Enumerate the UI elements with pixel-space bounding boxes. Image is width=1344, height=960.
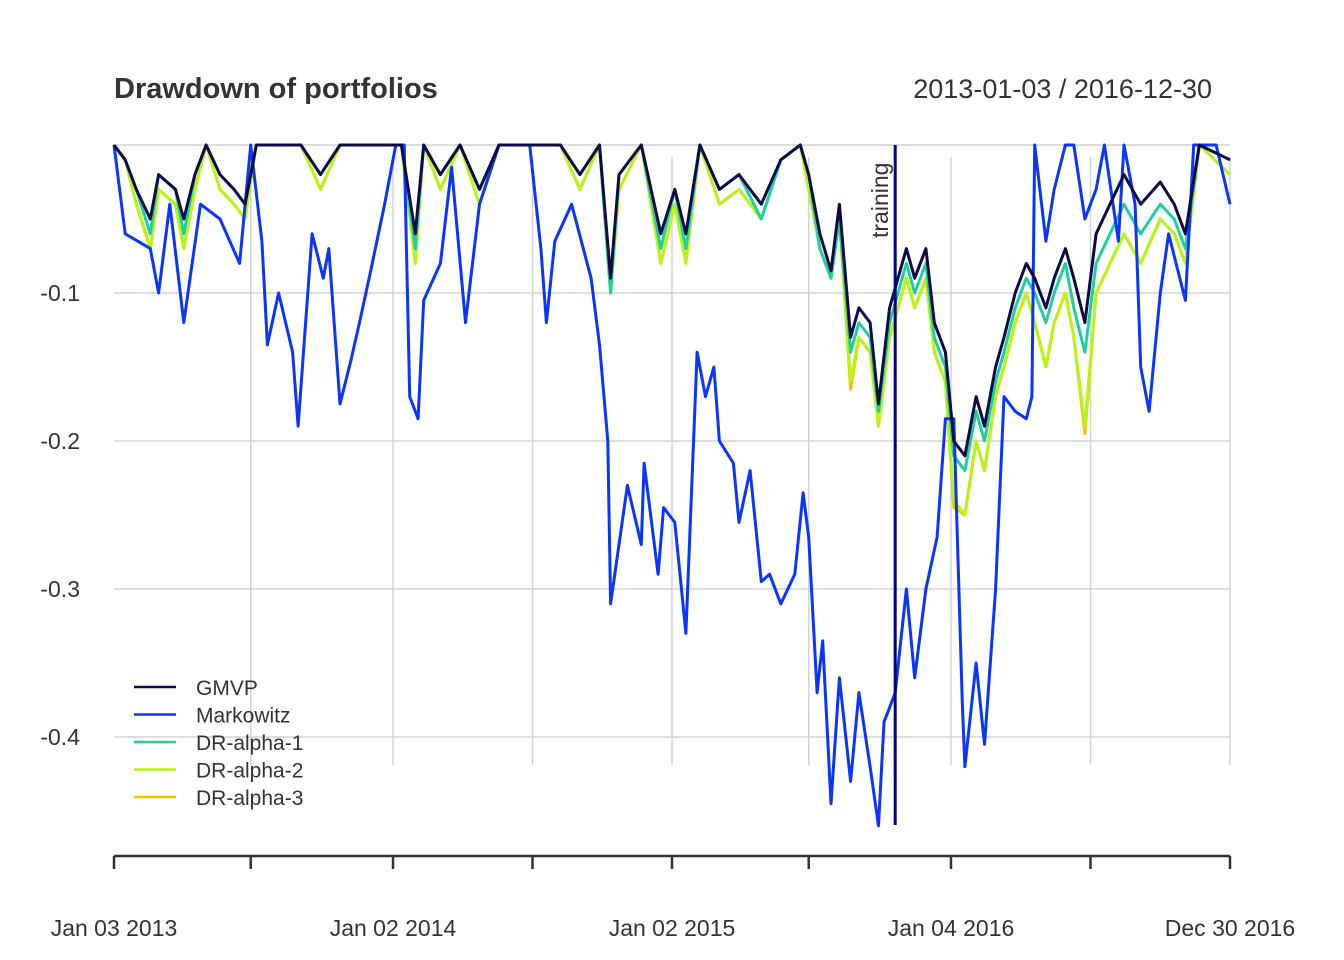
series-line-gmvp [112,143,1231,458]
series-line-markowitz [112,143,1232,828]
chart-title: Drawdown of portfolios [114,73,438,105]
date-range: 2013-01-03 / 2016-12-30 [913,74,1212,104]
legend-label: DR-alpha-1 [196,732,303,755]
training-annotation: training [867,145,897,825]
y-tick-label: -0.4 [40,724,80,750]
x-tick-label: Jan 02 2015 [609,915,736,941]
legend-label: DR-alpha-2 [196,760,303,783]
legend-label: Markowitz [196,705,291,728]
training-label: training [867,163,893,238]
y-tick-label: -0.1 [40,280,80,306]
legend-label: DR-alpha-3 [196,787,303,810]
legend: GMVP Markowitz DR-alpha-1 DR-alpha-2 DR-alph… [134,677,303,810]
x-tick-label: Jan 04 2016 [888,915,1015,941]
grid [114,157,1231,765]
x-tick-label: Dec 30 2016 [1165,915,1295,941]
x-tick-label: Jan 03 2013 [51,915,178,941]
x-tick-label: Jan 02 2014 [330,915,457,941]
y-axis: -0.1 -0.2 -0.3 -0.4 [40,280,80,750]
legend-label: GMVP [196,677,258,700]
y-tick-label: -0.2 [40,428,80,454]
x-axis: Jan 03 2013 Jan 02 2014 Jan 02 2015 Jan 04 … [51,854,1295,941]
series-lines [112,143,1232,828]
y-tick-label: -0.3 [40,576,80,602]
